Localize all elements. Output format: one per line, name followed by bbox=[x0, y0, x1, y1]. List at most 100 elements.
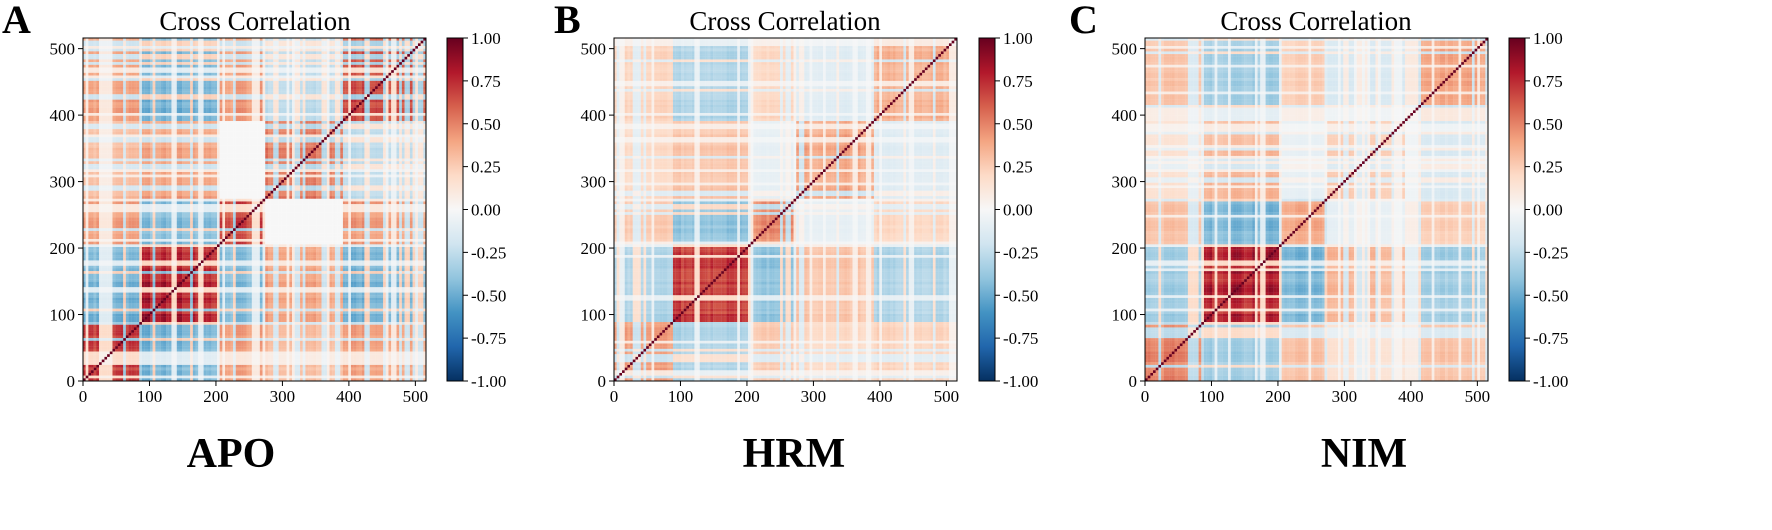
heat-cell bbox=[174, 48, 177, 52]
heat-cell bbox=[249, 123, 252, 127]
heat-cell bbox=[93, 43, 97, 47]
heat-cell bbox=[128, 83, 132, 87]
heat-cell bbox=[251, 113, 255, 116]
heat-cell bbox=[353, 137, 357, 140]
heat-cell bbox=[257, 56, 260, 60]
heat-cell bbox=[297, 129, 301, 132]
heat-cell bbox=[259, 56, 263, 60]
heat-cell bbox=[99, 115, 102, 119]
heat-cell bbox=[208, 96, 212, 100]
heat-cell bbox=[324, 110, 327, 114]
heat-cell bbox=[112, 115, 116, 119]
heat-cell bbox=[377, 72, 381, 76]
heat-cell bbox=[246, 51, 250, 55]
heat-cell bbox=[101, 54, 105, 57]
heat-cell bbox=[83, 72, 86, 76]
heat-cell bbox=[136, 40, 140, 44]
heat-cell bbox=[310, 107, 314, 111]
heat-cell bbox=[377, 62, 381, 65]
heat-cell bbox=[219, 115, 223, 119]
heat-cell bbox=[163, 139, 167, 143]
heat-cell bbox=[198, 48, 202, 52]
heat-cell bbox=[214, 88, 218, 92]
heat-cell bbox=[112, 40, 116, 44]
heat-cell bbox=[104, 62, 108, 65]
heat-cell bbox=[399, 126, 403, 130]
heat-cell bbox=[353, 88, 357, 92]
heat-cell bbox=[149, 139, 153, 143]
heat-cell bbox=[139, 67, 143, 71]
heat-cell bbox=[246, 115, 250, 119]
heat-cell bbox=[281, 96, 285, 100]
heat-cell bbox=[222, 118, 226, 122]
heat-cell bbox=[302, 38, 306, 41]
heat-cell bbox=[174, 78, 177, 82]
heat-cell bbox=[286, 54, 290, 57]
heat-cell bbox=[141, 88, 145, 92]
heat-cell bbox=[334, 134, 338, 138]
heat-cell bbox=[251, 129, 255, 132]
heat-cell bbox=[372, 99, 376, 103]
heat-cell bbox=[208, 107, 212, 111]
heat-cell bbox=[238, 62, 242, 65]
heat-cell bbox=[356, 48, 360, 52]
heat-cell bbox=[139, 80, 143, 84]
heat-cell bbox=[273, 99, 277, 103]
heat-cell bbox=[155, 102, 159, 106]
heat-cell bbox=[251, 107, 255, 111]
heat-cell bbox=[409, 115, 413, 119]
heat-cell bbox=[187, 113, 191, 116]
heat-cell bbox=[372, 96, 376, 100]
heat-cell bbox=[257, 70, 260, 73]
heat-cell bbox=[96, 96, 100, 100]
heat-cell bbox=[133, 40, 137, 44]
heat-cell bbox=[241, 134, 244, 138]
heat-cell bbox=[356, 86, 360, 90]
heat-cell bbox=[289, 38, 293, 41]
heat-cell bbox=[144, 56, 148, 60]
heat-cell bbox=[125, 59, 129, 63]
heat-cell bbox=[348, 139, 352, 143]
heat-cell bbox=[262, 86, 266, 90]
heat-cell bbox=[302, 67, 306, 71]
heat-cell bbox=[206, 80, 210, 84]
heat-cell bbox=[179, 67, 183, 71]
heat-cell bbox=[96, 139, 100, 143]
heat-cell bbox=[294, 67, 298, 71]
heat-cell bbox=[109, 104, 113, 108]
heat-cell bbox=[152, 78, 156, 82]
heat-cell bbox=[91, 137, 94, 140]
heat-cell bbox=[324, 121, 327, 124]
heat-cell bbox=[101, 104, 105, 108]
heat-cell bbox=[219, 126, 223, 130]
heat-cell bbox=[104, 56, 108, 60]
heat-cell bbox=[158, 72, 161, 76]
heat-cell bbox=[144, 64, 148, 68]
heat-cell bbox=[388, 139, 392, 143]
heat-cell bbox=[225, 78, 228, 82]
heat-cell bbox=[128, 78, 132, 82]
heat-cell bbox=[128, 113, 132, 116]
heat-cell bbox=[251, 54, 255, 57]
heat-cell bbox=[310, 54, 314, 57]
heat-cell bbox=[99, 56, 102, 60]
heat-cell bbox=[318, 137, 322, 140]
heat-cell bbox=[96, 67, 100, 71]
heat-cell bbox=[409, 102, 413, 106]
heat-cell bbox=[211, 88, 215, 92]
heat-cell bbox=[321, 86, 325, 90]
heat-cell bbox=[120, 70, 124, 73]
heat-cell bbox=[233, 40, 236, 44]
heat-cell bbox=[182, 40, 185, 44]
heat-cell bbox=[420, 64, 424, 68]
heat-cell bbox=[219, 75, 223, 79]
heat-cell bbox=[342, 67, 346, 71]
heat-cell bbox=[313, 56, 317, 60]
heat-cell bbox=[216, 134, 220, 138]
heat-cell bbox=[120, 110, 124, 114]
heat-cell bbox=[144, 62, 148, 65]
heat-cell bbox=[423, 40, 426, 44]
heat-cell bbox=[412, 48, 416, 52]
heat-cell bbox=[270, 110, 274, 114]
heat-cell bbox=[337, 94, 341, 98]
